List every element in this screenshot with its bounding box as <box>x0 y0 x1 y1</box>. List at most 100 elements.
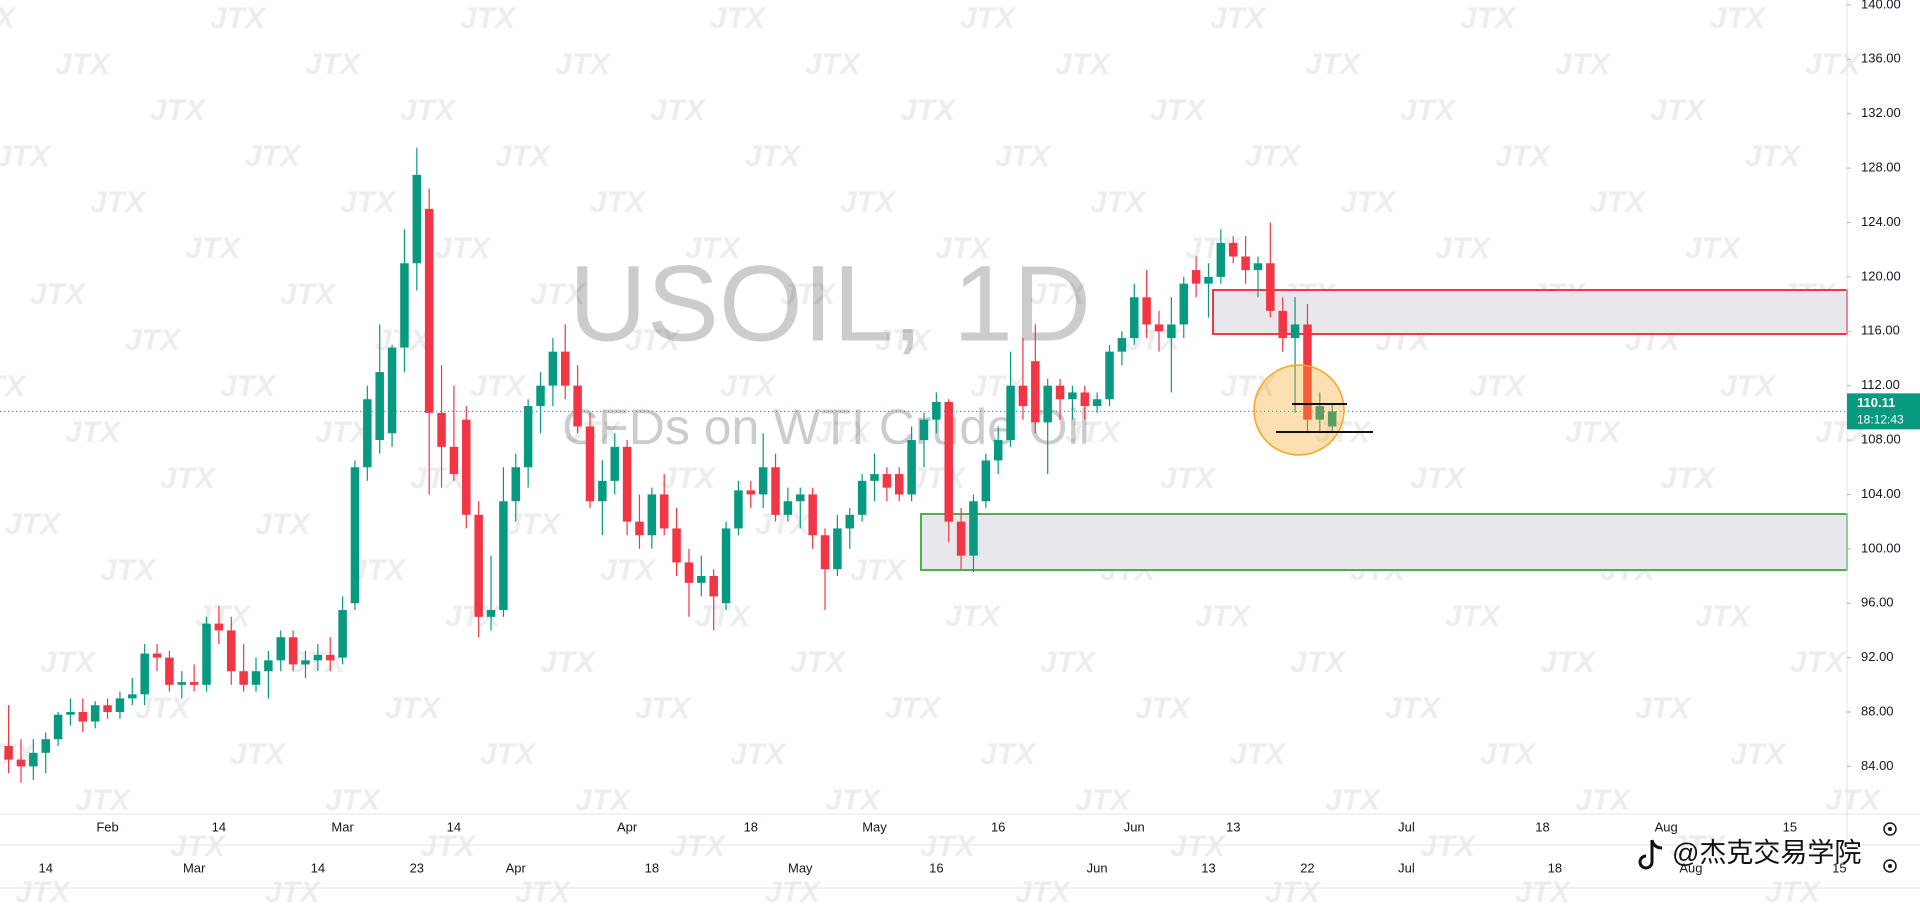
candle-body <box>610 446 619 481</box>
candle-body <box>276 637 285 661</box>
x-tick-label-2: Mar <box>183 860 206 875</box>
candle-body <box>1154 324 1164 332</box>
candle-body <box>882 474 892 488</box>
gear-center[interactable] <box>1888 827 1892 831</box>
y-tick-label: 132.00 <box>1861 105 1901 120</box>
gear[interactable] <box>1883 859 1897 873</box>
watermark: JTX <box>245 140 302 173</box>
watermark: JTX <box>1015 876 1072 906</box>
candle-body <box>1216 242 1226 277</box>
x-tick-label-2: Jun <box>1087 860 1108 875</box>
candle-body <box>165 657 174 685</box>
candle-body <box>66 712 75 715</box>
watermark: JTX <box>1230 738 1287 771</box>
candle-body <box>944 401 953 522</box>
candle-body <box>1080 392 1090 407</box>
candle-body <box>956 521 966 556</box>
watermark: JTX <box>15 876 72 906</box>
watermark: JTX <box>590 186 647 219</box>
watermark: JTX <box>210 2 267 35</box>
watermark: JTX <box>255 508 312 541</box>
candle-body <box>1253 263 1263 271</box>
watermark: JTX <box>1245 140 1302 173</box>
candle-body <box>350 467 360 604</box>
chart-title: USOIL, 1D <box>569 243 1091 364</box>
candle-body <box>375 372 384 441</box>
x-tick-label: Jul <box>1398 819 1415 834</box>
candle-body <box>1105 351 1114 400</box>
watermark: JTX <box>135 692 192 725</box>
watermark: JTX <box>1685 232 1742 265</box>
candle-body <box>1092 399 1102 407</box>
candle-body <box>969 501 978 556</box>
candle-body <box>1290 324 1300 339</box>
watermark: JTX <box>1265 876 1322 906</box>
candle-body <box>177 682 187 685</box>
candle-body <box>400 263 409 348</box>
support-zone <box>920 513 1848 571</box>
y-tick-label: 88.00 <box>1861 703 1894 718</box>
candle-body <box>622 446 632 522</box>
watermark: JTX <box>875 324 932 357</box>
candle-body <box>264 660 273 672</box>
candle-body <box>301 660 310 665</box>
candle-body <box>1191 270 1201 284</box>
x-tick-label: Jun <box>1124 819 1145 834</box>
x-tick-label-2: 18 <box>1548 860 1562 875</box>
y-tick-label: 128.00 <box>1861 160 1901 175</box>
candle-body <box>1303 324 1312 420</box>
watermark: JTX <box>1720 370 1777 403</box>
candle-body <box>78 712 88 722</box>
candle-body <box>1117 338 1127 352</box>
x-tick-label: May <box>862 819 887 834</box>
watermark: JTX <box>1765 876 1822 906</box>
watermark: JTX <box>650 94 707 127</box>
watermark: JTX <box>805 48 862 81</box>
candle-body <box>387 347 397 434</box>
watermark: JTX <box>755 508 812 541</box>
watermark: JTX <box>100 554 157 587</box>
settings-icon[interactable] <box>1883 822 1897 836</box>
candle-body <box>548 351 558 386</box>
candle-body <box>363 399 372 468</box>
watermark: JTX <box>515 876 572 906</box>
candle-body <box>536 385 545 407</box>
watermark: JTX <box>1515 876 1572 906</box>
watermark: JTX <box>840 186 897 219</box>
candle-body <box>1018 385 1028 407</box>
x-tick-label: 13 <box>1226 819 1240 834</box>
watermark: JTX <box>530 278 587 311</box>
candle-body <box>783 501 793 515</box>
y-tick-label: 104.00 <box>1861 486 1901 501</box>
x-tick-label-2: May <box>788 860 813 875</box>
candle-body <box>758 467 768 495</box>
candle-body <box>239 671 248 685</box>
candle-body <box>647 494 657 536</box>
candle-body <box>796 494 805 502</box>
candle-body <box>29 752 38 767</box>
candle-body <box>251 671 261 685</box>
watermark: JTX <box>1135 692 1192 725</box>
candle-body <box>1055 385 1065 400</box>
watermark: JTX <box>970 370 1027 403</box>
gear[interactable] <box>1883 822 1897 836</box>
watermark: JTX <box>780 278 837 311</box>
watermark: JTX <box>935 232 992 265</box>
x-tick-label-2: 15 <box>1832 860 1846 875</box>
candle-body <box>1278 310 1287 339</box>
candle-body <box>41 739 50 753</box>
x-tick-label-2: 18 <box>645 860 659 875</box>
x-tick-label-2: 22 <box>1300 860 1314 875</box>
candle-body <box>523 406 533 468</box>
settings-icon[interactable] <box>1883 859 1897 873</box>
x-tick-label-2: 14 <box>38 860 52 875</box>
watermark: JTX <box>995 140 1052 173</box>
candle-body <box>721 528 731 604</box>
watermark: JTX <box>1195 600 1252 633</box>
gear-center[interactable] <box>1888 864 1892 868</box>
watermark: JTX <box>1030 278 1087 311</box>
watermark: JTX <box>30 278 87 311</box>
candle-body <box>90 705 100 722</box>
watermark: JTX <box>160 462 217 495</box>
watermark: JTX <box>185 232 242 265</box>
